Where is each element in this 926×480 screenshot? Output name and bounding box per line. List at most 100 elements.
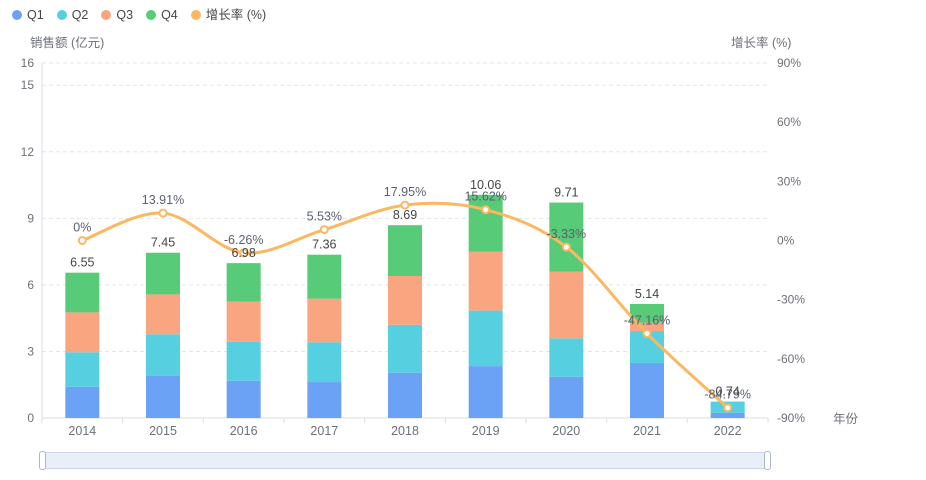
bar-2019-q4[interactable] <box>468 194 503 252</box>
growth-point-2021[interactable] <box>642 329 652 339</box>
x-axis-name: 年份 <box>833 412 859 426</box>
growth-label-2022: -84.79% <box>704 388 751 402</box>
growth-label-2019: 15.62% <box>464 190 506 204</box>
x-axis-label-2014: 2014 <box>68 424 96 438</box>
legend-item-q2[interactable]: Q2 <box>56 7 89 23</box>
bar-2015-q3[interactable] <box>146 294 180 335</box>
bar-2019-q2[interactable] <box>468 310 503 367</box>
growth-label-2020: -3.33% <box>547 227 587 241</box>
growth-point-2016[interactable] <box>239 248 249 258</box>
y-axis-right-tick-label: 90% <box>777 56 801 70</box>
legend-label: Q2 <box>71 8 89 22</box>
growth-label-2016: -6.26% <box>224 233 264 247</box>
legend-item-q3[interactable]: Q3 <box>101 7 133 23</box>
bar-2016-q3[interactable] <box>226 301 261 342</box>
growth-label-2018: 17.95% <box>384 185 426 199</box>
total-label-2021: 5.14 <box>635 287 659 301</box>
total-label-2020: 9.71 <box>554 186 578 200</box>
bar-2018-q3[interactable] <box>388 276 422 325</box>
y-axis-right-tick-label: -60% <box>777 352 805 366</box>
bar-2018-q2[interactable] <box>388 324 422 373</box>
bar-2020-q2[interactable] <box>549 338 584 377</box>
legend-dot <box>56 10 67 20</box>
y-axis-right-tick-label: 60% <box>777 115 801 129</box>
x-axis-label-2018: 2018 <box>391 424 419 438</box>
bar-2014-q2[interactable] <box>65 352 100 387</box>
bar-2021-q3[interactable] <box>630 322 664 332</box>
total-label-2017: 7.36 <box>312 238 336 252</box>
growth-point-2018[interactable] <box>400 200 410 210</box>
growth-point-2017[interactable] <box>319 225 329 235</box>
bar-2014-q3[interactable] <box>65 312 100 353</box>
bar-2022-q1[interactable] <box>710 412 745 418</box>
bar-2020-q1[interactable] <box>549 376 584 418</box>
y-axis-left-tick-label: 16 <box>21 56 35 70</box>
total-label-2019: 10.06 <box>470 178 501 192</box>
y-axis-right-tick-label: -30% <box>777 293 805 307</box>
bar-2014-q1[interactable] <box>65 386 100 418</box>
y-axis-left-tick-label: 3 <box>27 344 34 358</box>
y-axis-left-name: 销售额 (亿元) <box>30 35 104 50</box>
growth-label-2015: 13.91% <box>142 193 184 207</box>
total-label-2016: 6.98 <box>231 246 255 260</box>
y-axis-left-tick-label: 15 <box>21 78 35 92</box>
bar-2017-q4[interactable] <box>307 254 342 299</box>
y-axis-right-tick-label: 30% <box>777 174 801 188</box>
x-axis-label-2021: 2021 <box>633 424 661 438</box>
y-axis-left-tick-label: 6 <box>27 278 34 292</box>
y-axis-right-name: 增长率 (%) <box>731 35 791 50</box>
legend-label: 增长率 (%) <box>205 8 267 22</box>
chart-legend: Q1 Q2 Q3 Q4 增长率 (%) <box>12 7 279 23</box>
bar-2015-q1[interactable] <box>146 375 180 418</box>
datazoom-slider[interactable] <box>39 451 771 470</box>
bar-2018-q4[interactable] <box>388 225 422 276</box>
growth-point-2022[interactable] <box>723 403 733 413</box>
legend-dot <box>190 10 201 20</box>
growth-label-2017: 5.53% <box>307 210 342 224</box>
legend-item-q4[interactable]: Q4 <box>146 7 178 23</box>
x-axis-label-2016: 2016 <box>230 424 258 438</box>
bar-2016-q4[interactable] <box>226 263 261 302</box>
legend-item-q1[interactable]: Q1 <box>12 7 44 23</box>
y-axis-right-tick-label: -90% <box>777 411 805 425</box>
bar-2021-q1[interactable] <box>630 362 664 418</box>
bar-2020-q3[interactable] <box>549 271 584 339</box>
x-axis-label-2015: 2015 <box>149 424 177 438</box>
legend-item-growth[interactable]: 增长率 (%) <box>190 7 267 23</box>
bar-2019-q1[interactable] <box>468 366 503 418</box>
growth-point-2015[interactable] <box>158 208 168 218</box>
y-axis-left-tick-label: 0 <box>27 411 34 425</box>
legend-label: Q1 <box>27 8 44 22</box>
bar-2021-q4[interactable] <box>630 303 664 323</box>
growth-point-2020[interactable] <box>561 242 571 252</box>
growth-label-2021: -47.16% <box>624 314 671 328</box>
bar-2015-q2[interactable] <box>146 334 180 376</box>
total-label-2015: 7.45 <box>151 236 175 250</box>
bar-2014-q4[interactable] <box>65 272 100 313</box>
bar-2016-q1[interactable] <box>226 380 261 418</box>
x-axis-label-2022: 2022 <box>714 424 742 438</box>
bar-2015-q4[interactable] <box>146 252 180 295</box>
x-axis-label-2017: 2017 <box>310 424 338 438</box>
x-axis-label-2019: 2019 <box>472 424 500 438</box>
datazoom-handle-left[interactable] <box>39 451 46 470</box>
total-label-2014: 6.55 <box>70 256 94 270</box>
bar-2020-q4[interactable] <box>549 202 584 272</box>
bar-2019-q3[interactable] <box>468 251 503 311</box>
datazoom-handle-right[interactable] <box>764 451 771 470</box>
legend-dot <box>101 10 112 20</box>
growth-point-2014[interactable] <box>77 236 87 245</box>
x-axis-label-2020: 2020 <box>552 424 580 438</box>
growth-point-2019[interactable] <box>481 205 491 215</box>
bar-2017-q3[interactable] <box>307 298 342 343</box>
bar-2017-q1[interactable] <box>307 382 342 418</box>
legend-dot <box>12 10 22 20</box>
bar-2016-q2[interactable] <box>226 341 261 381</box>
bar-2018-q1[interactable] <box>388 372 422 418</box>
total-label-2018: 8.69 <box>393 208 417 222</box>
growth-label-2014: 0% <box>73 221 91 235</box>
bar-2017-q2[interactable] <box>307 342 342 383</box>
legend-label: Q3 <box>116 8 134 22</box>
